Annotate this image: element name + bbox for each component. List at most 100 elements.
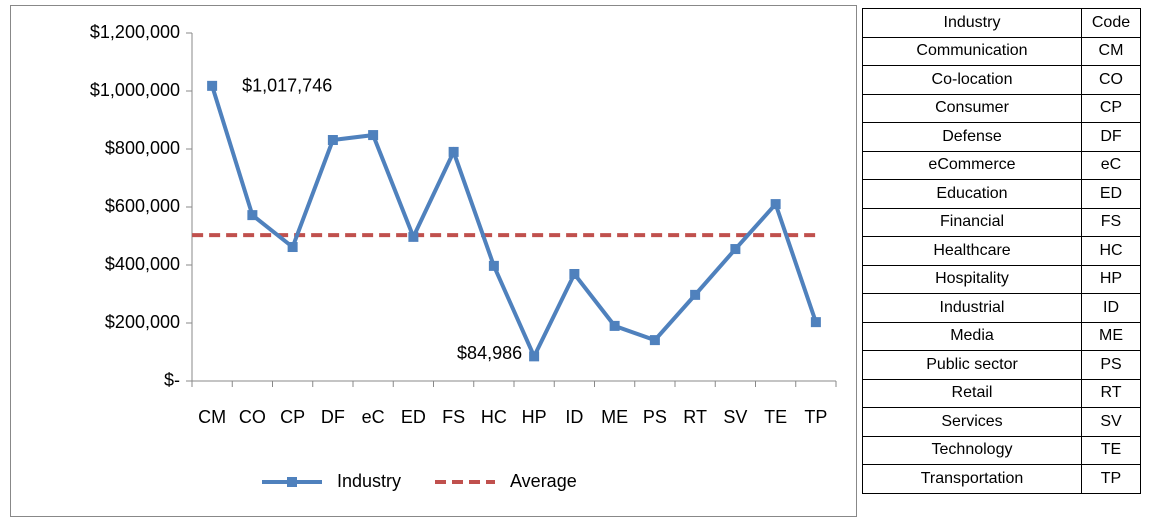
x-tick-label: eC bbox=[362, 407, 385, 427]
y-tick-label: $600,000 bbox=[105, 196, 180, 216]
point-marker bbox=[529, 351, 540, 362]
point-marker bbox=[690, 289, 701, 300]
table-cell: CO bbox=[1081, 65, 1141, 95]
point-marker bbox=[408, 231, 419, 242]
table-cell: CP bbox=[1081, 93, 1141, 123]
table-cell: Financial bbox=[862, 207, 1082, 237]
table-cell: Consumer bbox=[862, 93, 1082, 123]
table-cell: FS bbox=[1081, 207, 1141, 237]
data-label: $1,017,746 bbox=[242, 76, 332, 96]
x-tick-label: CP bbox=[280, 407, 305, 427]
x-tick-label: ED bbox=[401, 407, 426, 427]
point-marker bbox=[770, 199, 781, 210]
x-tick-label: RT bbox=[683, 407, 707, 427]
table-cell: Healthcare bbox=[862, 236, 1082, 266]
y-tick-label: $200,000 bbox=[105, 312, 180, 332]
table-row: Financial FS bbox=[862, 207, 1141, 237]
point-marker bbox=[730, 244, 741, 255]
x-tick-label: ME bbox=[601, 407, 628, 427]
point-marker bbox=[569, 268, 580, 279]
table-cell: TE bbox=[1081, 435, 1141, 465]
y-tick-label: $1,000,000 bbox=[90, 80, 180, 100]
point-marker bbox=[247, 210, 258, 221]
table-row: Industrial ID bbox=[862, 293, 1141, 323]
table-row: Media ME bbox=[862, 321, 1141, 351]
point-marker bbox=[368, 130, 379, 141]
table-cell: Defense bbox=[862, 122, 1082, 152]
y-tick-label: $1,200,000 bbox=[90, 22, 180, 42]
point-marker bbox=[448, 146, 459, 157]
x-tick-label: FS bbox=[442, 407, 465, 427]
table-cell: HP bbox=[1081, 264, 1141, 294]
table-cell: Co-location bbox=[862, 65, 1082, 95]
table-cell: DF bbox=[1081, 122, 1141, 152]
table-row: Hospitality HP bbox=[862, 264, 1141, 294]
table-row: Education ED bbox=[862, 179, 1141, 209]
table-cell: eC bbox=[1081, 150, 1141, 180]
table-cell: eCommerce bbox=[862, 150, 1082, 180]
table-row: Public sector PS bbox=[862, 350, 1141, 380]
table-cell: Public sector bbox=[862, 350, 1082, 380]
x-tick-label: TP bbox=[804, 407, 827, 427]
table-cell: Hospitality bbox=[862, 264, 1082, 294]
point-marker bbox=[649, 335, 660, 346]
table-row: Defense DF bbox=[862, 122, 1141, 152]
series-line bbox=[210, 85, 818, 362]
x-tick-label: HP bbox=[522, 407, 547, 427]
y-tick-label: $- bbox=[164, 370, 180, 390]
table-row: Communication CM bbox=[862, 36, 1141, 66]
table-row: Transportation TP bbox=[862, 464, 1141, 494]
point-marker bbox=[327, 135, 338, 146]
legend-label: Industry bbox=[337, 471, 401, 491]
table-cell: Code bbox=[1081, 8, 1141, 38]
x-tick-label: PS bbox=[643, 407, 667, 427]
table-cell: Communication bbox=[862, 36, 1082, 66]
x-tick-label: ID bbox=[565, 407, 583, 427]
chart: $- $200,000 $400,000 $600,000 $800,000 $1,000… bbox=[10, 5, 857, 517]
table-cell: CM bbox=[1081, 36, 1141, 66]
table-row: eCommerce eC bbox=[862, 150, 1141, 180]
table-row: Retail RT bbox=[862, 378, 1141, 408]
point-marker bbox=[810, 317, 821, 328]
table-cell: Industrial bbox=[862, 293, 1082, 323]
table-cell: HC bbox=[1081, 236, 1141, 266]
table-cell: Technology bbox=[862, 435, 1082, 465]
x-tick-label: TE bbox=[764, 407, 787, 427]
table-row: Co-location CO bbox=[862, 65, 1141, 95]
table-row: Technology TE bbox=[862, 435, 1141, 465]
data-label: $84,986 bbox=[457, 343, 522, 363]
table-cell: Retail bbox=[862, 378, 1082, 408]
point-marker bbox=[488, 260, 499, 271]
table-cell: ME bbox=[1081, 321, 1141, 351]
table-cell: Services bbox=[862, 407, 1082, 437]
x-tick-label: HC bbox=[481, 407, 507, 427]
table-cell: ED bbox=[1081, 179, 1141, 209]
table-cell: TP bbox=[1081, 464, 1141, 494]
legend-label: Average bbox=[510, 471, 577, 491]
x-tick-label: SV bbox=[723, 407, 747, 427]
table-cell: SV bbox=[1081, 407, 1141, 437]
point-marker bbox=[207, 80, 218, 91]
x-tick-label: DF bbox=[321, 407, 345, 427]
code-table: Industry Code Communication CM Co-location CO… bbox=[862, 8, 1141, 494]
table-cell: ID bbox=[1081, 293, 1141, 323]
table-cell: Industry bbox=[862, 8, 1082, 38]
point-marker bbox=[609, 320, 620, 331]
table-cell: Education bbox=[862, 179, 1082, 209]
chart-frame bbox=[10, 5, 857, 517]
table-cell: RT bbox=[1081, 378, 1141, 408]
point-marker bbox=[287, 242, 298, 253]
table-row: Consumer CP bbox=[862, 93, 1141, 123]
y-tick-label: $400,000 bbox=[105, 254, 180, 274]
legend-marker bbox=[287, 477, 297, 487]
x-tick-label: CM bbox=[198, 407, 226, 427]
x-tick-label: CO bbox=[239, 407, 266, 427]
table-row: Services SV bbox=[862, 407, 1141, 437]
table-cell: PS bbox=[1081, 350, 1141, 380]
table-header: Industry Code bbox=[862, 8, 1141, 38]
table-cell: Transportation bbox=[862, 464, 1082, 494]
table-cell: Media bbox=[862, 321, 1082, 351]
table-row: Healthcare HC bbox=[862, 236, 1141, 266]
y-tick-label: $800,000 bbox=[105, 138, 180, 158]
